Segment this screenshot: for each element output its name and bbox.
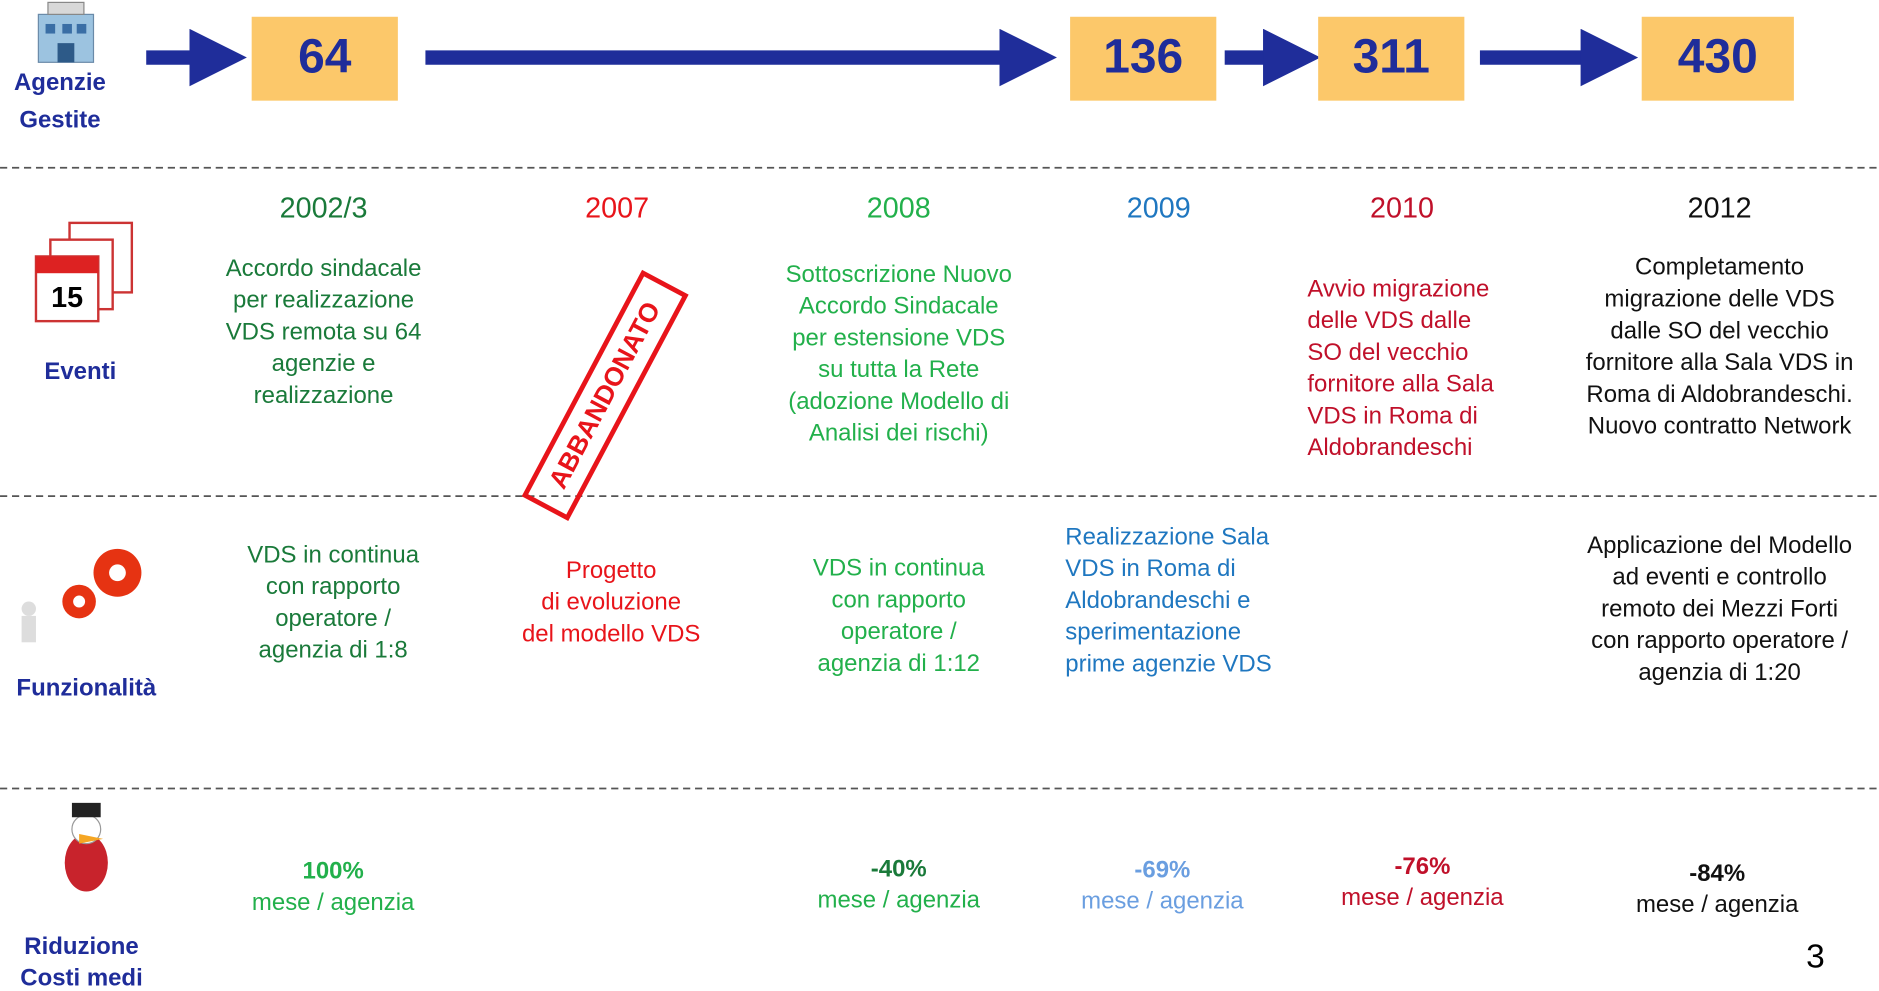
cost-value: -84% xyxy=(1689,860,1745,887)
feature-text: operatore / xyxy=(275,605,391,632)
year: 2002/3 xyxy=(280,192,368,224)
event-text: Avvio migrazione xyxy=(1307,275,1489,302)
feature-text: Realizzazione Sala xyxy=(1065,523,1269,550)
event-text: Accordo sindacale xyxy=(226,255,422,282)
stamp-text: ABBANDONATO xyxy=(543,297,667,494)
feature-text: operatore / xyxy=(841,618,957,645)
event-text: VDS in Roma di xyxy=(1307,402,1477,429)
feature-text: sperimentazione xyxy=(1065,619,1241,646)
count: 311 xyxy=(1353,31,1430,84)
feature-text: remoto dei Mezzi Forti xyxy=(1601,595,1838,622)
event-text: Nuovo contratto Network xyxy=(1588,413,1853,440)
feature-text: Progetto xyxy=(566,557,657,584)
row-label: Costi medi xyxy=(20,964,142,991)
feature-text: VDS in Roma di xyxy=(1065,555,1235,582)
count: 64 xyxy=(298,31,352,84)
cost-value: -69% xyxy=(1134,856,1190,883)
year: 2009 xyxy=(1127,192,1191,224)
event-text: Analisi dei rischi) xyxy=(809,420,989,447)
row-label: Riduzione xyxy=(24,933,138,960)
event-text: agenzie e xyxy=(272,350,376,377)
slide: 15 3 ABBANDONATO 64 136 311 430 Agenzie Gesti… xyxy=(0,0,1879,991)
cost-unit: mese / agenzia xyxy=(1636,891,1799,918)
event-text: realizzazione xyxy=(254,382,394,409)
event-text: fornitore alla Sala xyxy=(1307,371,1494,398)
feature-text: Applicazione del Modello xyxy=(1587,532,1852,559)
cost-unit: mese / agenzia xyxy=(1081,888,1244,915)
feature-text: VDS in continua xyxy=(813,555,985,582)
event-text: Aldobrandeschi xyxy=(1307,434,1472,461)
year: 2008 xyxy=(867,192,931,224)
event-text: delle VDS dalle xyxy=(1307,307,1471,334)
feature-text: del modello VDS xyxy=(522,620,700,647)
count: 430 xyxy=(1678,31,1758,84)
event-text: Completamento xyxy=(1635,254,1804,281)
cost-value: -76% xyxy=(1394,853,1450,880)
count: 136 xyxy=(1103,31,1183,84)
page-number: 3 xyxy=(1806,939,1825,976)
feature-text: VDS in continua xyxy=(247,541,419,568)
event-text: (adozione Modello di xyxy=(788,388,1009,415)
event-text: SO del vecchio xyxy=(1307,339,1468,366)
event-text: migrazione delle VDS xyxy=(1604,286,1834,313)
feature-text: agenzia di 1:8 xyxy=(259,637,408,664)
event-text: fornitore alla Sala VDS in xyxy=(1586,349,1854,376)
cost-value: 100% xyxy=(303,858,364,885)
year: 2012 xyxy=(1688,192,1752,224)
scrooge-icon xyxy=(65,803,108,892)
row-label: Gestite xyxy=(19,106,100,133)
feature-text: di evoluzione xyxy=(541,589,681,616)
year: 2007 xyxy=(585,192,649,224)
feature-text: Aldobrandeschi e xyxy=(1065,587,1250,614)
cost-value: -40% xyxy=(871,855,927,882)
row-label: Funzionalità xyxy=(16,674,156,701)
cost-unit: mese / agenzia xyxy=(252,889,415,916)
calendar-icon: 15 xyxy=(36,223,132,321)
gears-icon xyxy=(22,549,142,642)
event-text: Sottoscrizione Nuovo xyxy=(786,261,1012,288)
event-text: Accordo Sindacale xyxy=(799,293,999,320)
event-text: su tutta la Rete xyxy=(818,356,979,383)
event-text: per realizzazione xyxy=(233,287,414,314)
feature-text: con rapporto operatore / xyxy=(1591,627,1848,654)
event-text: VDS remota su 64 xyxy=(226,318,422,345)
bank-icon xyxy=(38,2,93,62)
stamp: ABBANDONATO xyxy=(525,273,685,518)
year: 2010 xyxy=(1370,192,1434,224)
event-text: Roma di Aldobrandeschi. xyxy=(1586,381,1852,408)
feature-text: con rapporto xyxy=(266,573,401,600)
row-label: Agenzie xyxy=(14,69,106,96)
feature-text: ad eventi e controllo xyxy=(1612,564,1826,591)
cost-unit: mese / agenzia xyxy=(818,886,981,913)
event-text: dalle SO del vecchio xyxy=(1610,317,1828,344)
row-label: Eventi xyxy=(44,358,116,385)
feature-text: prime agenzie VDS xyxy=(1065,650,1271,677)
feature-text: con rapporto xyxy=(832,586,967,613)
feature-text: agenzia di 1:12 xyxy=(818,650,980,677)
cost-unit: mese / agenzia xyxy=(1341,884,1504,911)
svg-text:15: 15 xyxy=(51,282,83,314)
event-text: per estensione VDS xyxy=(792,324,1005,351)
feature-text: agenzia di 1:20 xyxy=(1638,659,1800,686)
